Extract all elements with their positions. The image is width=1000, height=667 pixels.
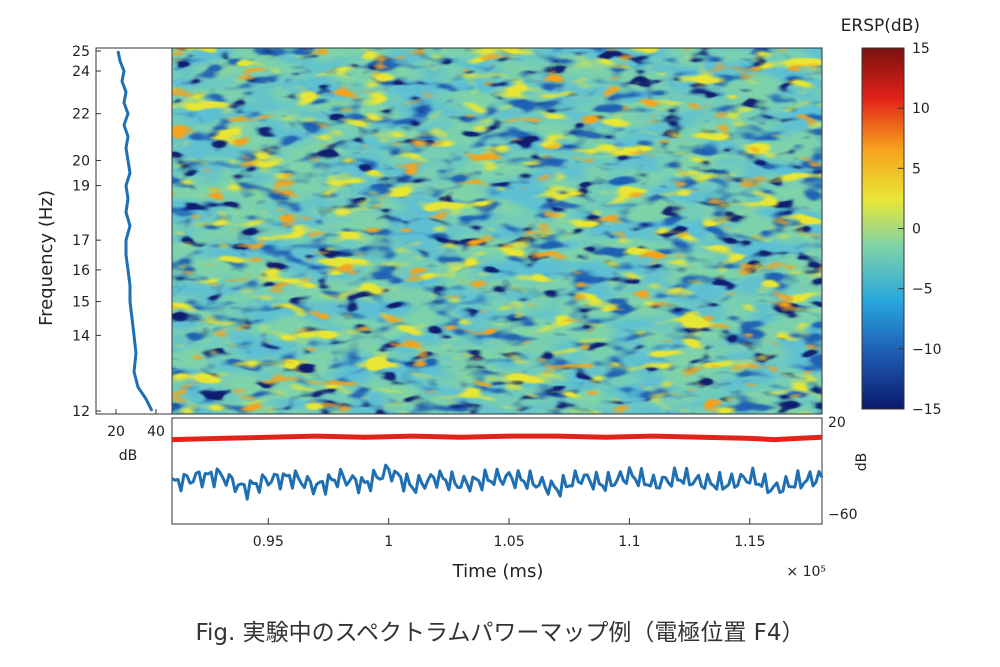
frequency-tick-label: 14 bbox=[72, 328, 90, 344]
colorbar-gradient bbox=[861, 47, 905, 410]
colorbar: ERSP(dB) 15 10 5 0 −5 −10 −15 bbox=[841, 16, 942, 418]
colorbar-ticks: 15 10 5 0 −5 −10 −15 bbox=[898, 41, 942, 418]
colorbar-tick-label: 5 bbox=[912, 161, 921, 177]
spectrogram-heatmap bbox=[171, 47, 823, 415]
timeseries-y-tick-label: −60 bbox=[828, 507, 858, 523]
frequency-tick-label: 25 bbox=[72, 44, 90, 60]
timeseries-panel: 0.95 1 1.05 1.1 1.15 20 −60 dB Time (ms) × 10… bbox=[171, 415, 870, 582]
frequency-tick-label: 20 bbox=[72, 153, 90, 169]
frequency-tick-label: 24 bbox=[72, 64, 90, 80]
frequency-axis-ticks: 12 14 15 16 17 19 20 22 24 25 bbox=[72, 44, 101, 420]
heatmap-blobs bbox=[172, 48, 822, 414]
colorbar-tick-label: −15 bbox=[912, 402, 942, 418]
colorbar-tick-label: 10 bbox=[912, 101, 930, 117]
frequency-tick-label: 16 bbox=[72, 263, 90, 279]
time-tick-label: 0.95 bbox=[253, 534, 284, 550]
spectrum-frame bbox=[95, 47, 173, 415]
timeseries-y-ticks: 20 −60 bbox=[828, 415, 858, 523]
frequency-tick-label: 15 bbox=[72, 295, 90, 311]
timeseries-y-label: dB bbox=[854, 453, 870, 472]
time-tick-label: 1.1 bbox=[618, 534, 640, 550]
frequency-tick-label: 22 bbox=[72, 107, 90, 123]
time-axis-label: Time (ms) bbox=[452, 561, 544, 582]
frequency-tick-label: 12 bbox=[72, 404, 90, 420]
spectrum-x-ticks: 20 40 bbox=[107, 409, 165, 440]
colorbar-tick-label: −10 bbox=[912, 342, 942, 358]
time-axis-ticks: 0.95 1 1.05 1.1 1.15 bbox=[253, 518, 765, 550]
colorbar-tick-label: 0 bbox=[912, 222, 921, 238]
spectrum-tick-label: 40 bbox=[147, 424, 165, 440]
frequency-axis-label: Frequency (Hz) bbox=[36, 190, 57, 326]
frequency-tick-label: 17 bbox=[72, 233, 90, 249]
heatmap-layer bbox=[172, 48, 822, 414]
timeseries-red-line bbox=[171, 433, 823, 443]
figure-caption: Fig. 実験中のスペクトラムパワーマップ例（電極位置 F4） bbox=[195, 620, 804, 646]
time-tick-label: 1 bbox=[384, 534, 393, 550]
x-multiplier-label: × 10⁵ bbox=[786, 564, 826, 580]
colorbar-title: ERSP(dB) bbox=[841, 16, 920, 36]
spectrum-tick-label: 20 bbox=[107, 424, 125, 440]
colorbar-tick-label: −5 bbox=[912, 282, 933, 298]
frequency-tick-label: 19 bbox=[72, 179, 90, 195]
timeseries-blue-line bbox=[171, 463, 824, 501]
colorbar-tick-label: 15 bbox=[912, 41, 930, 57]
time-tick-label: 1.05 bbox=[493, 534, 524, 550]
spectrum-line bbox=[116, 50, 154, 412]
time-tick-label: 1.15 bbox=[734, 534, 765, 550]
spectrum-panel: 20 40 dB bbox=[95, 47, 173, 464]
spectrum-x-label: dB bbox=[119, 448, 138, 464]
timeseries-y-tick-label: 20 bbox=[828, 415, 846, 431]
